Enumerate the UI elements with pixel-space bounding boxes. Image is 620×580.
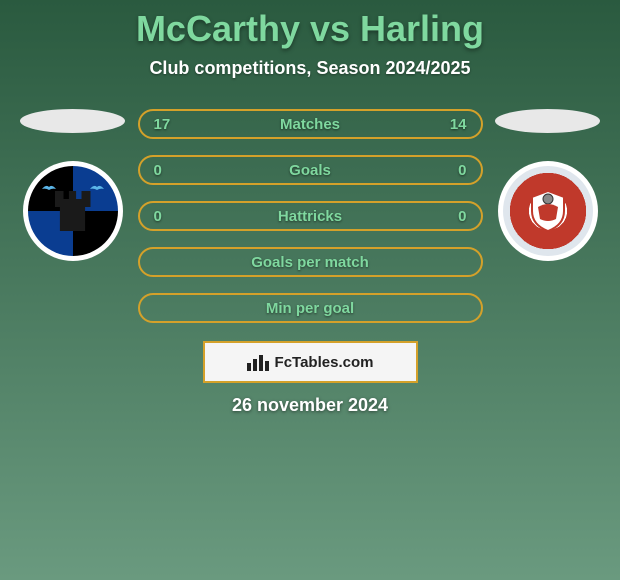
club-badge-right: [498, 161, 598, 261]
stat-bar-goals-per-match: Goals per match: [138, 247, 483, 277]
club-badge-left-graphic: [28, 166, 118, 256]
date-label: 26 november 2024: [0, 395, 620, 416]
subtitle: Club competitions, Season 2024/2025: [0, 58, 620, 79]
shield-icon: [528, 189, 568, 233]
bird-icon: [42, 184, 56, 194]
club-badge-right-graphic: [503, 166, 593, 256]
stat-bar-matches: 17 Matches 14: [138, 109, 483, 139]
stat-value-right: 0: [437, 162, 467, 179]
club-badge-left: [23, 161, 123, 261]
stat-label: Goals per match: [251, 254, 369, 271]
bird-icon: [90, 184, 104, 194]
right-player-col: [493, 109, 603, 261]
stat-bar-goals: 0 Goals 0: [138, 155, 483, 185]
bar-chart-icon: [247, 353, 269, 371]
stat-label: Min per goal: [266, 300, 354, 317]
stat-label: Hattricks: [278, 208, 342, 225]
stat-label: Matches: [280, 116, 340, 133]
stat-value-right: 14: [437, 116, 467, 133]
page-title: McCarthy vs Harling: [0, 8, 620, 50]
stat-value-left: 17: [154, 116, 184, 133]
stat-label: Goals: [289, 162, 331, 179]
player-photo-placeholder-right: [495, 109, 600, 133]
stat-value-left: 0: [154, 162, 184, 179]
stat-value-left: 0: [154, 208, 184, 225]
castle-icon: [55, 191, 91, 231]
stat-bar-min-per-goal: Min per goal: [138, 293, 483, 323]
player-photo-placeholder-left: [20, 109, 125, 133]
stat-value-right: 0: [437, 208, 467, 225]
stat-bar-hattricks: 0 Hattricks 0: [138, 201, 483, 231]
stat-bars: 17 Matches 14 0 Goals 0 0 Hattricks 0 Go…: [138, 109, 483, 323]
source-label: FcTables.com: [275, 354, 374, 371]
stats-section: 17 Matches 14 0 Goals 0 0 Hattricks 0 Go…: [0, 109, 620, 323]
source-link[interactable]: FcTables.com: [203, 341, 418, 383]
comparison-card: McCarthy vs Harling Club competitions, S…: [0, 0, 620, 416]
left-player-col: [18, 109, 128, 261]
